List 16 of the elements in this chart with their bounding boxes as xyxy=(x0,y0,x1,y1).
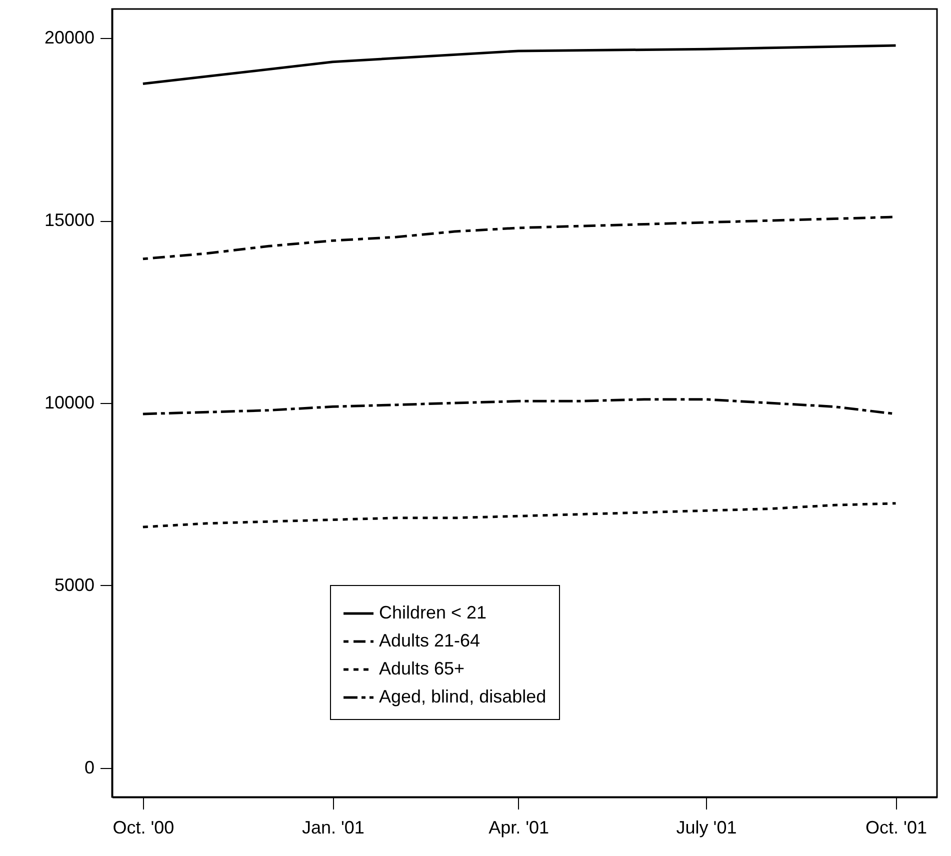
y-tick-label: 5000 xyxy=(54,574,94,595)
legend-label: Adults 65+ xyxy=(379,658,465,678)
x-tick-label: Oct. '01 xyxy=(866,818,927,838)
x-tick-label: July '01 xyxy=(676,818,737,838)
line-series xyxy=(142,44,897,86)
y-tick-label: 10000 xyxy=(44,392,94,412)
legend-label: Aged, blind, disabled xyxy=(379,686,546,706)
legend-label: Children < 21 xyxy=(379,602,487,622)
x-tick-label: Oct. '00 xyxy=(112,818,174,838)
y-tick-label: 20000 xyxy=(44,28,94,48)
x-tick-label: Apr. '01 xyxy=(488,818,550,838)
x-tick-label: Jan. '01 xyxy=(302,818,364,838)
line-series xyxy=(142,502,897,528)
y-tick-label: 0 xyxy=(84,757,94,778)
y-tick-label: 15000 xyxy=(44,210,94,230)
legend-label: Adults 21-64 xyxy=(379,630,480,650)
